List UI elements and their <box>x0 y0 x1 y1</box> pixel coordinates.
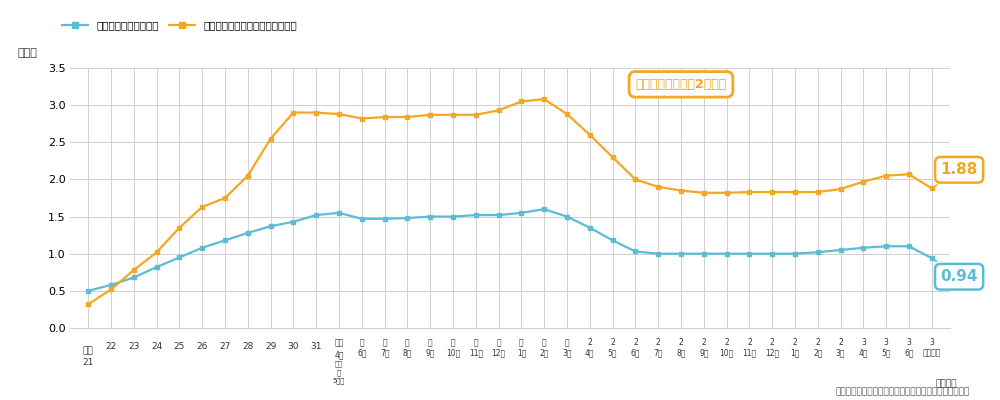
Text: 2月: 2月 <box>540 349 549 358</box>
Text: 1月: 1月 <box>790 349 800 358</box>
Text: 0.94: 0.94 <box>934 260 978 284</box>
Text: 2: 2 <box>656 338 661 347</box>
Text: 10月: 10月 <box>446 349 460 358</box>
Text: 5月: 5月 <box>608 349 617 358</box>
Text: 5月: 5月 <box>881 349 891 358</box>
Text: 28: 28 <box>242 342 254 351</box>
Text: 元: 元 <box>360 338 364 347</box>
Text: 3: 3 <box>929 338 934 347</box>
Text: 2: 2 <box>724 338 729 347</box>
Text: 4月: 4月 <box>585 349 595 358</box>
Text: 10月: 10月 <box>719 349 734 358</box>
Text: 元: 元 <box>565 338 569 347</box>
Text: （年度）: （年度） <box>923 349 941 358</box>
Text: 3月: 3月 <box>562 349 572 358</box>
Text: 4月: 4月 <box>334 350 344 359</box>
Text: 3月: 3月 <box>836 349 845 358</box>
Text: 5月）: 5月） <box>333 377 345 384</box>
Text: 2: 2 <box>679 338 683 347</box>
Text: 12月: 12月 <box>492 349 506 358</box>
Text: 元: 元 <box>451 338 455 347</box>
Text: 2: 2 <box>770 338 775 347</box>
Text: 元: 元 <box>473 338 478 347</box>
Text: 元: 元 <box>382 338 387 347</box>
Text: 6月: 6月 <box>631 349 640 358</box>
Text: 23: 23 <box>128 342 140 351</box>
Text: 元: 元 <box>542 338 547 347</box>
Text: 8月: 8月 <box>676 349 686 358</box>
Text: 平成: 平成 <box>83 346 94 355</box>
Text: 9月: 9月 <box>699 349 709 358</box>
Text: 26: 26 <box>197 342 208 351</box>
Text: 2月: 2月 <box>813 349 822 358</box>
Text: 11月: 11月 <box>742 349 756 358</box>
Text: 31: 31 <box>310 342 322 351</box>
Text: 1月: 1月 <box>517 349 526 358</box>
Text: 元: 元 <box>496 338 501 347</box>
Text: 6月: 6月 <box>904 349 914 358</box>
Text: 25: 25 <box>174 342 185 351</box>
Text: トラック運転者の有効求人倍率: トラック運転者の有効求人倍率 <box>401 14 599 38</box>
Text: 27: 27 <box>219 342 231 351</box>
Text: 全職業平均より約2倍高い: 全職業平均より約2倍高い <box>635 78 727 91</box>
Text: （元: （元 <box>335 360 343 367</box>
Text: 7月: 7月 <box>380 349 389 358</box>
Text: 2: 2 <box>633 338 638 347</box>
Text: 2: 2 <box>793 338 797 347</box>
Text: 1.88: 1.88 <box>934 162 978 187</box>
Text: 6月: 6月 <box>357 349 367 358</box>
Text: 3: 3 <box>861 338 866 347</box>
Text: 8月: 8月 <box>403 349 412 358</box>
Text: 9月: 9月 <box>425 349 435 358</box>
Text: 元: 元 <box>428 338 433 347</box>
Text: 2: 2 <box>701 338 706 347</box>
Text: 2: 2 <box>747 338 752 347</box>
Text: 2: 2 <box>610 338 615 347</box>
Text: 2: 2 <box>838 338 843 347</box>
Text: 年: 年 <box>337 369 341 376</box>
Text: 元: 元 <box>519 338 524 347</box>
Text: 12月: 12月 <box>765 349 779 358</box>
Text: 4月: 4月 <box>859 349 868 358</box>
Text: 29: 29 <box>265 342 276 351</box>
Text: 令和: 令和 <box>334 338 344 347</box>
Text: 厚生労働省　「職業安定業務統計」より国土交通省作成: 厚生労働省 「職業安定業務統計」より国土交通省作成 <box>836 387 970 396</box>
Text: （年度）: （年度） <box>936 379 957 388</box>
Text: 7月: 7月 <box>653 349 663 358</box>
Text: 2: 2 <box>815 338 820 347</box>
Text: 3: 3 <box>884 338 889 347</box>
Legend: 全職業（パート含む）, 貨物自動車運転手（パート含む）: 全職業（パート含む）, 貨物自動車運転手（パート含む） <box>58 16 301 34</box>
Text: 3: 3 <box>907 338 911 347</box>
Text: 元: 元 <box>405 338 410 347</box>
Text: （倍）: （倍） <box>17 48 37 58</box>
Text: 21: 21 <box>83 358 94 367</box>
Text: 30: 30 <box>288 342 299 351</box>
Text: 22: 22 <box>105 342 117 351</box>
Text: 24: 24 <box>151 342 162 351</box>
Text: 2: 2 <box>587 338 592 347</box>
Text: 11月: 11月 <box>469 349 483 358</box>
